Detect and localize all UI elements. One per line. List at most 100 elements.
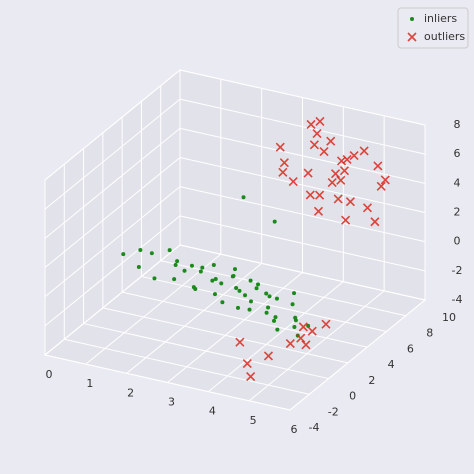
point: [241, 195, 246, 200]
point: [373, 161, 383, 171]
point: [230, 274, 235, 279]
point: [345, 197, 355, 207]
grid-line: [44, 127, 181, 239]
point: [136, 264, 141, 269]
legend-label: outliers: [424, 30, 465, 43]
y-tick-label: 2: [368, 374, 375, 387]
point: [219, 281, 224, 286]
point: [305, 190, 315, 200]
point: [315, 116, 325, 127]
point: [264, 310, 269, 315]
point: [290, 302, 295, 307]
legend-marker: [407, 32, 417, 42]
grid-line: [141, 275, 387, 332]
point: [138, 248, 143, 253]
point: [167, 248, 172, 253]
point: [149, 251, 154, 256]
point: [236, 305, 240, 310]
z-tick-label: 6: [454, 147, 461, 160]
point: [312, 128, 322, 139]
point: [191, 285, 196, 290]
z-tick-label: 4: [454, 176, 461, 189]
grid-line: [44, 98, 181, 210]
point: [330, 169, 341, 179]
point: [267, 294, 272, 299]
point: [175, 259, 180, 264]
point: [293, 315, 298, 320]
grid-line: [64, 338, 310, 395]
point: [301, 340, 311, 350]
grid-line: [44, 244, 181, 356]
point: [306, 323, 311, 328]
point: [242, 358, 252, 369]
point: [288, 176, 298, 187]
point: [376, 181, 386, 191]
z-tick-label: -2: [452, 264, 463, 277]
y-tick-label: 4: [388, 358, 395, 371]
point: [237, 288, 242, 293]
point: [336, 156, 347, 166]
grid-line: [122, 291, 368, 348]
point: [233, 267, 237, 272]
grid-line: [167, 272, 303, 383]
x-tick-label: 0: [46, 368, 53, 381]
z-tick-label: 8: [454, 118, 461, 131]
grid-line: [44, 186, 181, 298]
grid-line: [179, 186, 426, 243]
point: [211, 263, 216, 268]
y-tick-label: 10: [442, 311, 456, 324]
point: [292, 291, 297, 296]
point: [263, 351, 274, 361]
point: [256, 282, 261, 287]
grid-line: [179, 215, 426, 272]
legend-box: [397, 7, 469, 49]
point: [220, 300, 225, 305]
point: [275, 327, 280, 332]
point: [321, 319, 331, 329]
point: [248, 278, 253, 283]
point: [349, 150, 359, 161]
point: [213, 277, 218, 282]
point: [296, 333, 306, 343]
point: [248, 299, 253, 304]
point: [303, 168, 313, 178]
y-tick-label: 0: [349, 390, 356, 403]
point: [198, 269, 203, 274]
point: [274, 296, 279, 301]
point: [342, 154, 352, 165]
point: [273, 315, 278, 320]
point: [278, 167, 288, 177]
point: [341, 215, 351, 225]
point: [339, 166, 350, 176]
series: [121, 195, 311, 338]
legend-label: inliers: [424, 12, 457, 25]
grid-line: [44, 157, 181, 268]
point: [212, 292, 217, 297]
grid-line: [126, 262, 262, 374]
point: [307, 326, 317, 336]
x-tick-label: 5: [250, 414, 257, 427]
grid-line: [44, 354, 291, 411]
z-tick-label: 0: [454, 235, 461, 248]
point: [285, 338, 295, 349]
point: [362, 203, 373, 213]
point: [326, 136, 336, 146]
point: [234, 286, 239, 291]
point: [121, 252, 126, 257]
point: [359, 146, 369, 156]
point: [246, 371, 256, 382]
point: [380, 175, 390, 185]
series: [235, 116, 390, 382]
point: [319, 146, 329, 157]
y-tick-label: -4: [309, 421, 320, 434]
point: [264, 291, 269, 296]
point: [210, 278, 215, 283]
grid-line: [289, 299, 426, 411]
grid-line: [102, 307, 348, 364]
point: [235, 337, 245, 347]
legend: inliers outliers: [397, 7, 469, 49]
point: [189, 263, 194, 268]
point: [309, 140, 319, 150]
point: [313, 206, 324, 216]
